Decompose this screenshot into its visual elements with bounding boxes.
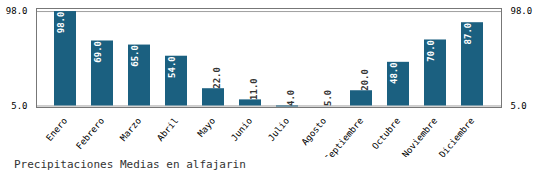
svg-text:4.0: 4.0: [286, 90, 296, 106]
svg-text:Enero: Enero: [44, 116, 69, 143]
svg-text:98.0: 98.0: [511, 6, 533, 16]
svg-text:5.0: 5.0: [11, 101, 27, 111]
svg-text:69.0: 69.0: [93, 41, 103, 63]
svg-text:Noviembre: Noviembre: [400, 116, 439, 157]
svg-text:Julio: Julio: [266, 116, 291, 143]
svg-text:48.0: 48.0: [389, 62, 399, 84]
svg-text:Octubre: Octubre: [370, 116, 402, 151]
svg-text:Septiembre: Septiembre: [323, 116, 365, 157]
svg-text:22.0: 22.0: [212, 67, 222, 89]
svg-text:Mayo: Mayo: [196, 116, 218, 139]
svg-text:Abril: Abril: [155, 116, 180, 143]
svg-text:98.0: 98.0: [6, 6, 28, 16]
svg-text:98.0: 98.0: [56, 12, 66, 34]
svg-text:70.0: 70.0: [426, 40, 436, 62]
svg-text:5.0: 5.0: [323, 90, 333, 106]
svg-text:65.0: 65.0: [130, 45, 140, 67]
svg-text:Junio: Junio: [229, 116, 254, 143]
svg-text:Febrero: Febrero: [74, 116, 106, 151]
html-text:Precipitaciones Medias en alfa: Precipitaciones Medias en alfajarin: [14, 158, 246, 171]
svg-text:20.0: 20.0: [360, 69, 370, 91]
svg-text:87.0: 87.0: [463, 23, 473, 45]
svg-text:5.0: 5.0: [511, 101, 527, 111]
svg-text:Diciembre: Diciembre: [437, 116, 476, 157]
svg-text:Marzo: Marzo: [118, 116, 143, 143]
svg-text:54.0: 54.0: [167, 56, 177, 78]
svg-text:Agosto: Agosto: [300, 116, 329, 147]
svg-text:11.0: 11.0: [249, 78, 259, 100]
